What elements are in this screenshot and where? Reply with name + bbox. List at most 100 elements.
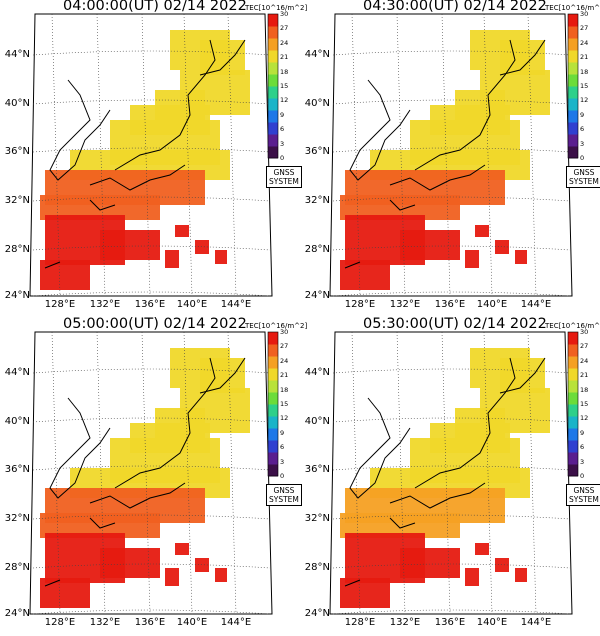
longitude-label: 128°E xyxy=(44,617,76,628)
tec-map-panel-2: 04:30:00(UT) 02/14 2022 44°N 40°N 36°N 32°N 2… xyxy=(300,0,600,318)
colorbar-segment xyxy=(568,380,578,393)
colorbar-tick: 0 xyxy=(280,154,285,162)
tec-cell xyxy=(465,568,479,586)
coastline xyxy=(44,39,246,269)
colorbar-tick: 15 xyxy=(280,82,289,90)
tec-coverage xyxy=(340,30,550,290)
tec-map-panel-3: 05:00:00(UT) 02/14 2022 44°N 40°N 36°N 32°N 2… xyxy=(0,316,307,636)
latitude-label: 28°N xyxy=(4,562,30,573)
tec-cell xyxy=(500,40,545,75)
colorbar-segment xyxy=(268,428,278,441)
stamp-line-2: SYSTEM xyxy=(569,177,599,186)
colorbar-segment xyxy=(268,416,278,429)
longitude-label: 128°E xyxy=(344,299,376,310)
tec-cell xyxy=(495,558,509,572)
colorbar-segment xyxy=(268,74,278,87)
latitude-label: 32°N xyxy=(304,513,330,524)
coastline xyxy=(344,357,546,587)
tec-cell xyxy=(165,250,179,268)
colorbar xyxy=(267,13,279,159)
colorbar-tick: 12 xyxy=(280,414,289,423)
tec-cell xyxy=(100,548,160,578)
colorbar-tick: 30 xyxy=(280,328,289,336)
latitude-label: 44°N xyxy=(4,49,30,60)
stamp-line-1: GNSS xyxy=(573,168,595,177)
colorbar-segment xyxy=(268,122,278,135)
colorbar-segment xyxy=(568,428,578,441)
latitude-label: 36°N xyxy=(304,146,330,157)
colorbar-segment xyxy=(568,392,578,405)
colorbar-segment xyxy=(568,356,578,369)
longitude-label: 144°E xyxy=(220,299,252,310)
colorbar-tick: 9 xyxy=(580,428,585,437)
tec-map-panel-4: 05:30:00(UT) 02/14 2022 44°N 40°N 36°N 32°N 2… xyxy=(300,316,600,636)
colorbar-tick: 27 xyxy=(580,24,589,33)
colorbar-tick: 6 xyxy=(280,443,285,452)
longitude-label: 136°E xyxy=(134,299,166,310)
stamp-line-2: SYSTEM xyxy=(269,177,299,186)
colorbar-tick: 18 xyxy=(580,67,589,76)
colorbar-tick: 12 xyxy=(280,96,289,105)
stamp-line-1: GNSS xyxy=(573,486,595,495)
gnss-system-stamp: GNSS SYSTEM xyxy=(266,484,302,506)
tec-cell xyxy=(475,225,489,237)
colorbar-segment xyxy=(568,404,578,417)
panel-title: 04:30:00(UT) 02/14 2022 xyxy=(363,0,547,14)
colorbar-segment xyxy=(268,14,278,27)
colorbar-tick: 9 xyxy=(580,110,585,119)
colorbar-tick: 3 xyxy=(580,139,585,148)
tec-cell xyxy=(400,230,460,260)
latitude-label: 24°N xyxy=(304,290,330,301)
colorbar-tick: 9 xyxy=(280,428,285,437)
gnss-system-stamp: GNSS SYSTEM xyxy=(266,166,302,188)
latitude-label: 32°N xyxy=(4,513,30,524)
tec-cell xyxy=(195,240,209,254)
latitude-label: 40°N xyxy=(4,416,30,427)
tec-cell xyxy=(215,250,227,264)
tec-map-panel-1: 04:00:00(UT) 02/14 2022 44°N 40°N 36°N 32°N 2… xyxy=(0,0,307,318)
latitude-label: 44°N xyxy=(4,367,30,378)
colorbar-segment xyxy=(268,134,278,147)
longitude-label: 136°E xyxy=(434,617,466,628)
tec-cell xyxy=(340,260,390,290)
latitude-label: 36°N xyxy=(304,464,330,475)
tec-map xyxy=(329,13,579,297)
colorbar-segment xyxy=(568,14,578,27)
longitude-label: 132°E xyxy=(89,299,121,310)
longitude-label: 136°E xyxy=(134,617,166,628)
longitude-label: 132°E xyxy=(389,617,421,628)
graticule xyxy=(32,13,271,297)
longitude-label: 136°E xyxy=(434,299,466,310)
tec-cell xyxy=(430,105,510,135)
tec-coverage xyxy=(40,348,250,608)
colorbar-tick: 6 xyxy=(580,443,585,452)
panel-title: 05:30:00(UT) 02/14 2022 xyxy=(363,316,547,332)
colorbar-tick: 27 xyxy=(280,342,289,351)
colorbar-tick: 21 xyxy=(580,53,589,62)
tec-cell xyxy=(400,548,460,578)
tec-cell xyxy=(465,250,479,268)
coastline xyxy=(344,39,546,269)
longitude-label: 144°E xyxy=(220,617,252,628)
colorbar-tick: 27 xyxy=(280,24,289,33)
tec-cell xyxy=(100,230,160,260)
colorbar-segment xyxy=(568,134,578,147)
longitude-label: 132°E xyxy=(389,299,421,310)
tec-cell xyxy=(175,543,189,555)
gnss-system-stamp: GNSS SYSTEM xyxy=(566,166,600,188)
graticule xyxy=(332,13,571,297)
colorbar-segment xyxy=(268,146,278,159)
latitude-label: 28°N xyxy=(304,562,330,573)
colorbar-segment xyxy=(268,344,278,357)
colorbar-segment xyxy=(268,110,278,123)
colorbar-segment xyxy=(268,440,278,453)
tec-cell xyxy=(515,250,527,264)
colorbar-segment xyxy=(568,50,578,63)
colorbar-tick: 6 xyxy=(580,125,585,134)
tec-coverage xyxy=(340,348,550,608)
colorbar-tick: 0 xyxy=(280,472,285,480)
longitude-label: 144°E xyxy=(520,299,552,310)
tec-map xyxy=(29,13,279,297)
tec-cell xyxy=(130,423,210,453)
colorbar-segment xyxy=(568,38,578,51)
